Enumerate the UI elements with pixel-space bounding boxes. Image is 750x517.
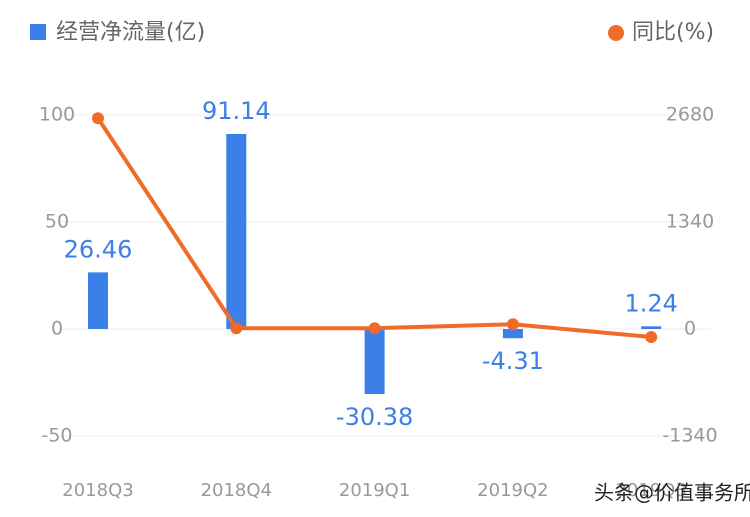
legend-swatch xyxy=(608,25,624,41)
legend-label: 经营净流量(亿) xyxy=(56,20,205,45)
watermark: 头条@价值事务所 xyxy=(594,481,750,505)
legend-swatch xyxy=(30,24,46,40)
y2-tick-label: -1340 xyxy=(662,425,717,447)
point xyxy=(368,322,381,335)
x-tick-label: 2018Q3 xyxy=(62,480,133,501)
bar xyxy=(641,326,662,329)
x-tick-label: 2019Q3 xyxy=(615,480,686,501)
data-label: -4.31 xyxy=(482,347,544,375)
y2-tick-label: 0 xyxy=(684,318,696,340)
point xyxy=(645,330,658,343)
y-tick-label: 100 xyxy=(39,104,75,126)
line xyxy=(96,117,652,339)
legend-label: 同比(%) xyxy=(632,20,714,45)
y-tick-label: 50 xyxy=(45,211,69,233)
point xyxy=(92,112,104,125)
bar xyxy=(502,329,523,339)
data-label: 91.14 xyxy=(202,97,271,125)
point xyxy=(506,318,519,331)
data-label: -30.38 xyxy=(336,403,413,431)
data-label: 26.46 xyxy=(64,235,133,263)
bar xyxy=(364,329,385,395)
x-tick-label: 2018Q4 xyxy=(201,480,272,501)
y-tick-label: 0 xyxy=(51,318,63,340)
bar xyxy=(226,133,247,329)
x-tick-label: 2019Q2 xyxy=(477,480,548,501)
x-tick-label: 2019Q1 xyxy=(339,480,410,501)
point xyxy=(230,322,243,335)
bar xyxy=(88,272,108,329)
y-tick-label: -50 xyxy=(41,425,72,447)
data-label: 1.24 xyxy=(624,289,677,317)
y2-tick-label: 1340 xyxy=(666,211,714,233)
y2-tick-label: 2680 xyxy=(666,104,714,126)
